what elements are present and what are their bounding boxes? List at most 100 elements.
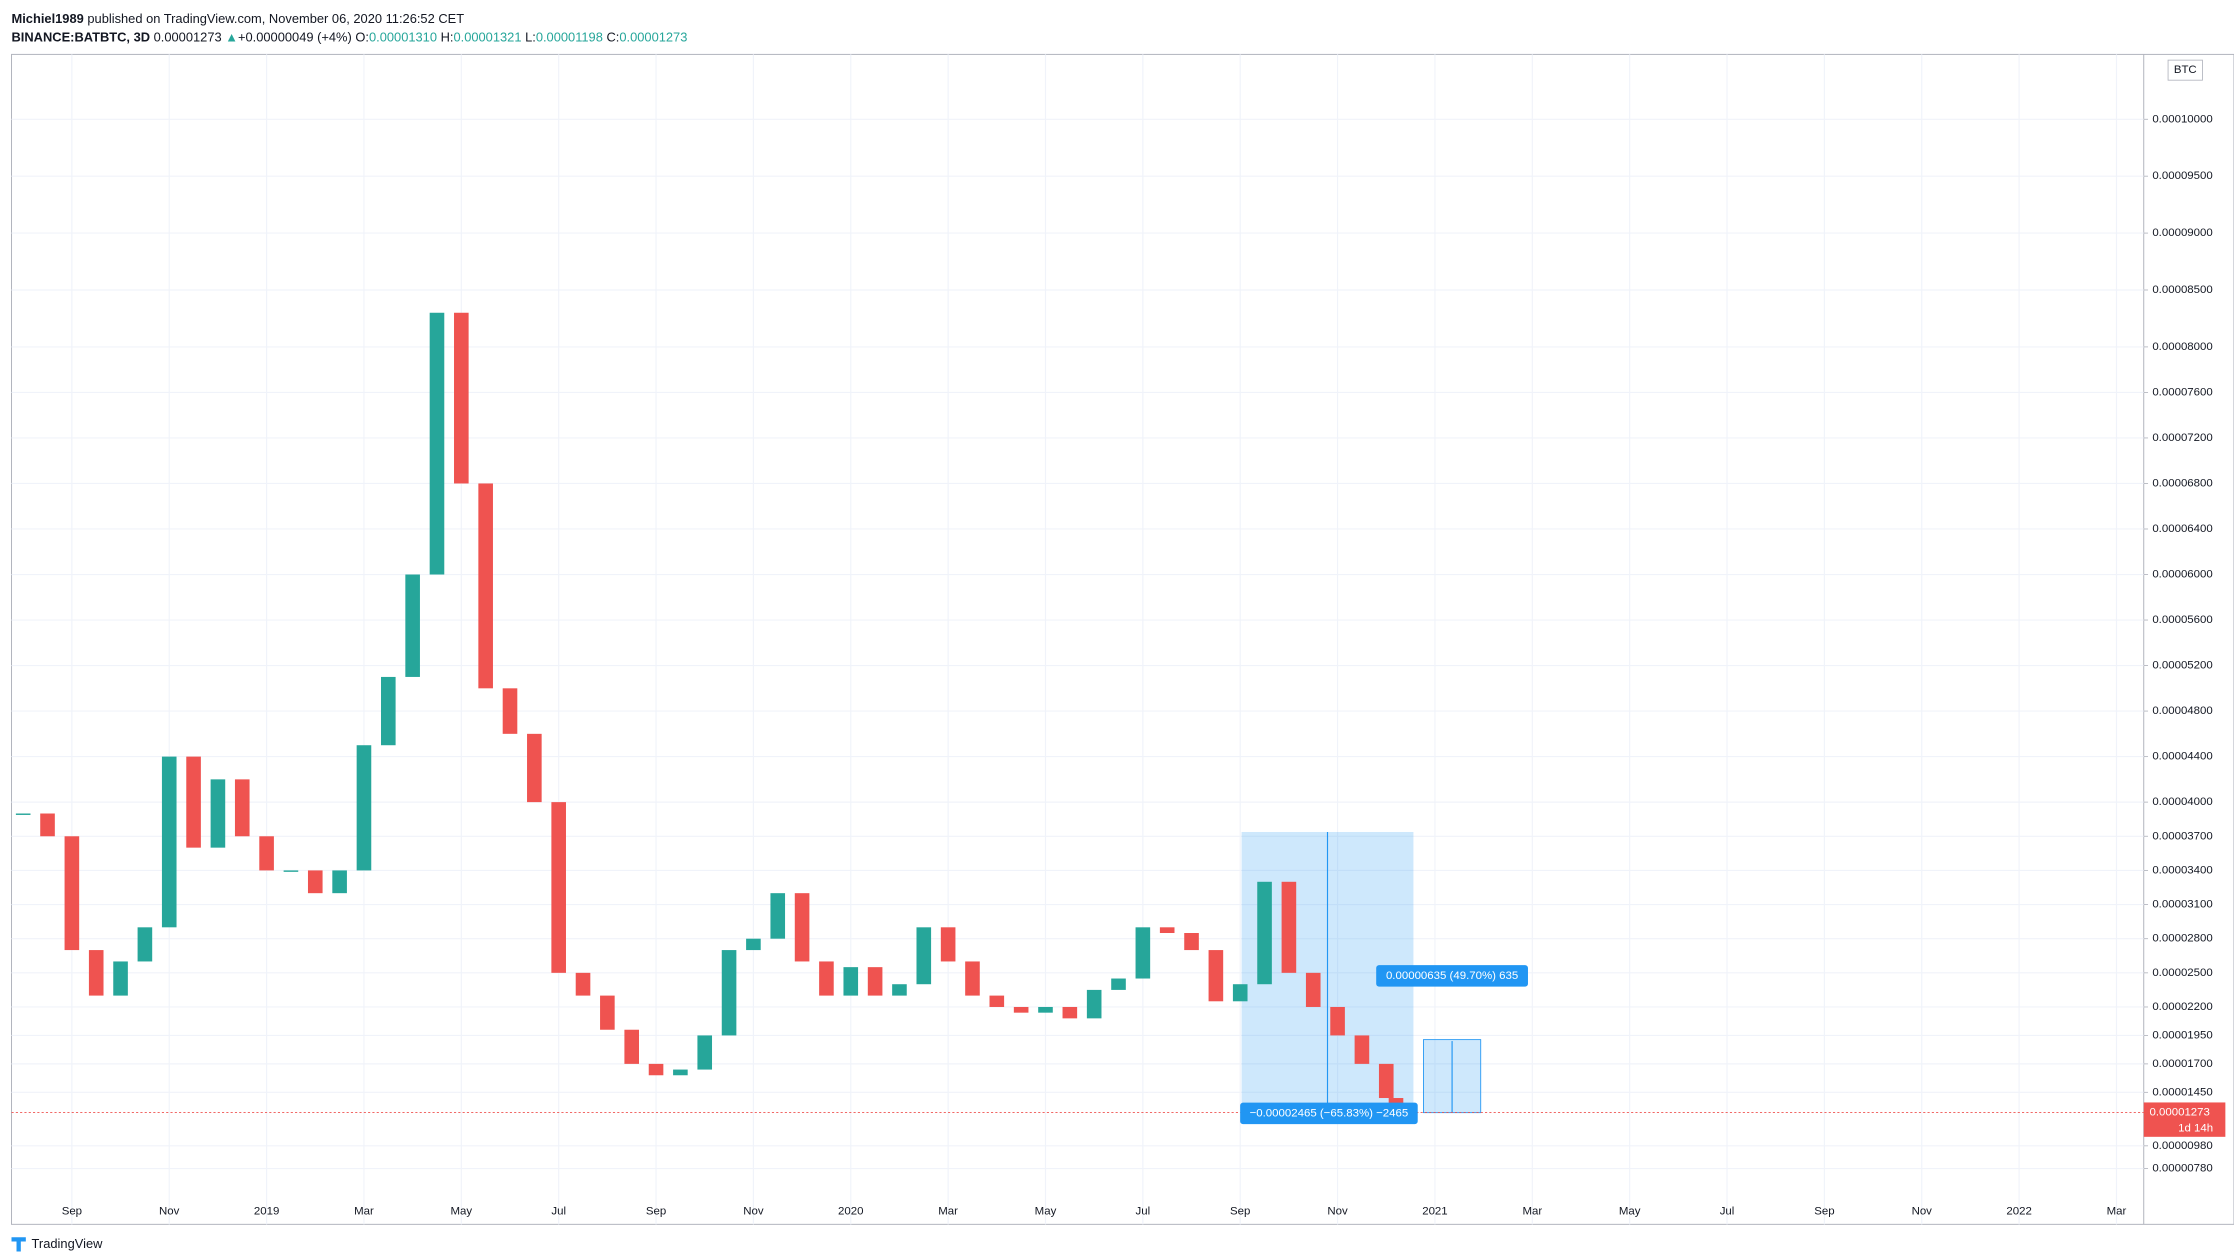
c-label: C: [606,30,619,45]
x-tick-label: Nov [1327,1205,1348,1217]
x-tick-label: Mar [354,1205,374,1217]
y-tick-label: 0.00000980 [2152,1140,2212,1152]
x-tick-label: 2019 [254,1205,279,1217]
candle [940,927,956,962]
x-tick-label: Nov [1912,1205,1933,1217]
candle [1281,881,1297,973]
x-tick-label: 2021 [1422,1205,1447,1217]
candle [721,950,737,1036]
candle [575,972,591,996]
candle [88,950,104,996]
candle [405,574,420,677]
candle [1038,1006,1053,1013]
y-tick-label: 0.00006000 [2152,569,2212,581]
grid [11,54,2144,1225]
y-tick-label: 0.00004400 [2152,751,2212,763]
y-tick-label: 0.00004800 [2152,705,2212,717]
header-line-1: Michiel1989 published on TradingView.com… [12,11,465,26]
candle [1086,989,1102,1019]
candle [210,779,226,848]
x-tick-label: May [1619,1205,1641,1217]
header-line-2: BINANCE:BATBTC, 3D 0.00001273 ▲+0.000000… [12,30,688,45]
candle [843,967,859,996]
candle [40,813,55,837]
symbol: BINANCE:BATBTC, 3D [12,30,151,45]
high: 0.00001321 [453,30,521,45]
logo-icon [11,1237,26,1252]
l-label: L: [525,30,536,45]
candle [746,938,761,951]
candle [527,733,542,803]
o-label: O: [355,30,369,45]
candle [794,893,810,962]
arrow: ▲ [225,30,238,45]
h-label: H: [441,30,454,45]
candle [478,483,493,689]
candle [1257,881,1272,985]
last-price-label: 0.00001273 [2149,1107,2209,1119]
y-tick-label: 0.00009000 [2152,227,2212,239]
candle [673,1069,688,1076]
y-tick-label: 0.00000780 [2152,1163,2212,1175]
y-tick-label: 0.00009500 [2152,170,2212,182]
y-tick-label: 0.00007600 [2152,386,2212,398]
change: +0.00000049 (+4%) [238,30,352,45]
y-tick-label: 0.00008500 [2152,284,2212,296]
candle [161,756,177,928]
currency-badge [2167,59,2203,81]
candle [965,961,980,996]
x-tick-label: 2022 [2006,1205,2031,1217]
candle [551,802,566,973]
x-tick-label: Nov [159,1205,180,1217]
candle [1013,1006,1029,1013]
y-tick-label: 0.00001450 [2152,1086,2212,1098]
candles [11,312,2144,1113]
candle [1062,1006,1078,1019]
candle [64,836,80,951]
candle [916,927,932,985]
candle [454,312,469,484]
x-tick-label: Sep [62,1205,82,1217]
x-tick-label: Jul [1720,1205,1735,1217]
candle [259,836,274,871]
y-tick-label: 0.00004000 [2152,796,2212,808]
candle [1354,1035,1370,1064]
x-tick-label: May [1035,1205,1057,1217]
candle [1378,1063,1394,1099]
open: 0.00001310 [369,30,437,45]
candle [380,676,396,746]
y-tick-label: 0.00010000 [2152,113,2212,125]
x-tick-label: Jul [551,1205,566,1217]
x-tick-label: Nov [743,1205,764,1217]
y-tick-label: 0.00008000 [2152,341,2212,353]
x-tick-label: Sep [1230,1205,1250,1217]
candle [1232,984,1248,1002]
close: 0.00001273 [619,30,687,45]
footer: TradingView [32,1236,104,1251]
candle [15,813,31,815]
candle [600,995,615,1030]
currency: BTC [2174,64,2197,76]
candle [283,870,299,872]
last-price-box [2143,1102,2226,1137]
x-tick-label: Mar [1522,1205,1542,1217]
candle [648,1063,664,1076]
x-tick-label: Jul [1136,1205,1151,1217]
publisher: Michiel1989 [12,11,84,26]
loss-label: −0.00002465 (−65.83%) −2465 [1250,1107,1409,1119]
y-tick-label: 0.00001950 [2152,1029,2212,1041]
y-tick-label: 0.00005600 [2152,614,2212,626]
candle [429,312,445,575]
gain-label: 0.00000635 (49.70%) 635 [1386,970,1518,982]
x-tick-label: Sep [1814,1205,1834,1217]
candle [1159,927,1175,934]
y-tick-label: 0.00006800 [2152,477,2212,489]
candle [1111,978,1126,990]
candle [989,995,1005,1007]
candle [356,745,372,871]
candle [1208,950,1224,1002]
candle [307,870,323,894]
y-tick-label: 0.00007200 [2152,432,2212,444]
last: 0.00001273 [154,30,222,45]
